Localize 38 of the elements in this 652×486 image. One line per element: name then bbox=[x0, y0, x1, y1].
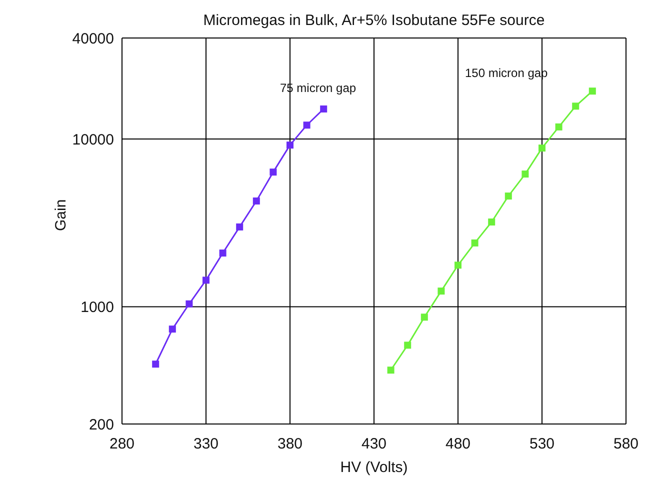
point bbox=[538, 144, 546, 152]
y-tick-label: 200 bbox=[88, 416, 114, 434]
point bbox=[588, 88, 596, 95]
x-tick-label: 530 bbox=[529, 436, 555, 453]
point bbox=[186, 300, 193, 308]
point bbox=[572, 102, 580, 110]
point bbox=[387, 366, 394, 374]
point bbox=[504, 192, 512, 200]
point bbox=[168, 326, 176, 333]
point bbox=[320, 105, 328, 112]
x-tick-label: 430 bbox=[361, 436, 387, 453]
point bbox=[404, 342, 412, 349]
y-tick-label: 40000 bbox=[72, 30, 114, 48]
y-tick-label: 10000 bbox=[72, 131, 114, 148]
x-tick-label: 480 bbox=[445, 436, 471, 453]
point bbox=[454, 262, 462, 269]
point bbox=[488, 218, 496, 226]
point bbox=[303, 122, 310, 129]
x-tick-label: 380 bbox=[277, 436, 303, 453]
x-tick-label: 330 bbox=[193, 436, 219, 453]
point bbox=[555, 123, 562, 130]
point bbox=[270, 168, 277, 176]
y-axis-title: Gain bbox=[52, 199, 70, 231]
x-axis-title: HV (Volts) bbox=[340, 459, 408, 476]
point bbox=[286, 142, 294, 149]
chart-title: Micromegas in Bulk, Ar+5% Isobutane 55Fe source bbox=[202, 12, 546, 29]
point bbox=[236, 223, 244, 230]
point bbox=[522, 170, 529, 178]
point bbox=[420, 314, 428, 321]
point bbox=[438, 288, 445, 295]
y-tick-label: 1000 bbox=[80, 299, 114, 316]
point bbox=[202, 276, 210, 284]
point bbox=[152, 360, 160, 368]
point bbox=[219, 250, 226, 257]
point bbox=[252, 197, 260, 204]
point bbox=[471, 239, 478, 246]
x-tick-label: 280 bbox=[109, 436, 135, 453]
x-tick-label: 580 bbox=[613, 436, 639, 453]
